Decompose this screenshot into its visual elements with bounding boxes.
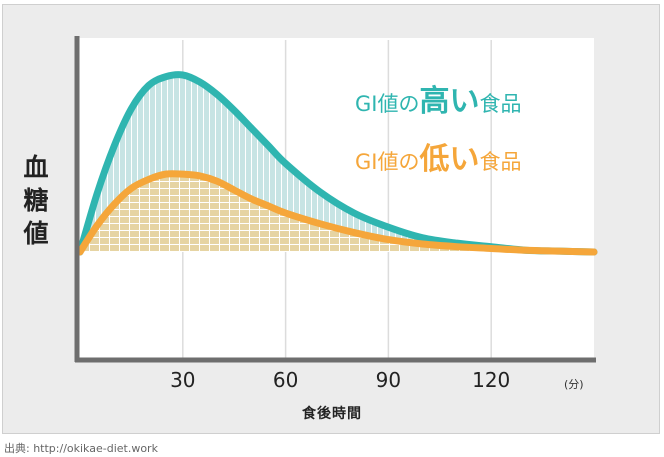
x-tick-label-60: 60 <box>272 368 299 392</box>
x-tick-label-90: 90 <box>375 368 402 392</box>
legend-low-gi: GI値の低い食品 <box>355 134 521 178</box>
legend-low-suffix: 食品 <box>479 150 522 174</box>
y-axis-label-char-2: 糖 <box>23 186 49 215</box>
legend-high-gi: GI値の高い食品 <box>355 76 521 120</box>
legend-high-prefix: GI値の <box>355 92 420 116</box>
source-credit: 出典: http://okikae-diet.work <box>4 442 158 455</box>
legend-high-suffix: 食品 <box>479 92 522 116</box>
x-tick-label-30: 30 <box>170 368 196 392</box>
series-area-low-gi <box>80 173 594 252</box>
x-tick-label-120: 120 <box>472 368 511 392</box>
x-axis-unit: (分) <box>564 378 584 391</box>
legend-low-emphasis: 低い <box>419 142 480 177</box>
x-axis-label: 食後時間 <box>302 406 362 422</box>
legend-low-prefix: GI値の <box>355 150 420 174</box>
series-line-low-gi <box>76 170 598 256</box>
y-axis-label-char-1: 血 <box>23 153 49 182</box>
y-axis-label-char-3: 値 <box>23 219 49 248</box>
legend-high-emphasis: 高い <box>419 84 480 119</box>
